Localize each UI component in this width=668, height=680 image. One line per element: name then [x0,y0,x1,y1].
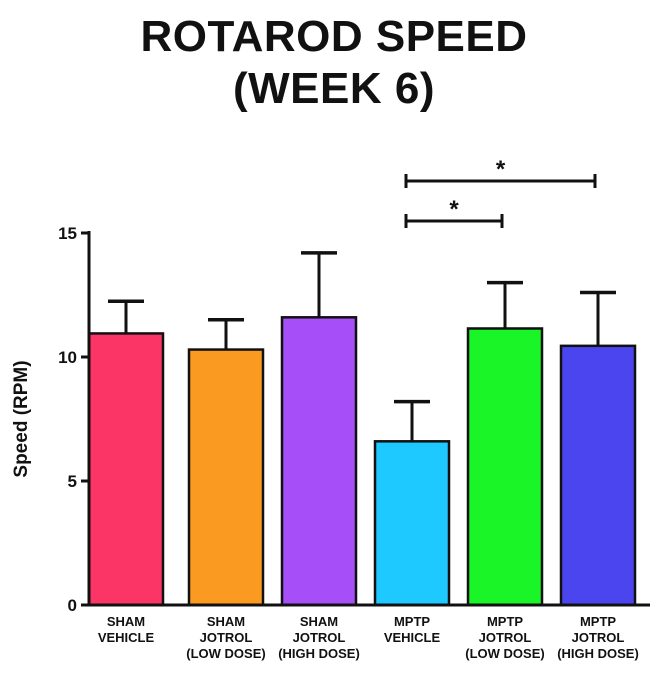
bar-4 [466,327,544,607]
bar-1 [187,348,265,607]
significance-star-1: * [496,156,506,183]
y-tick-label-0: 0 [68,596,77,615]
y-axis-title: Speed (RPM) [11,360,32,477]
bar-0 [87,332,165,607]
x-category-label-4: MPTP JOTROL (LOW DOSE) [465,614,544,661]
chart-title-line-1: ROTAROD SPEED [140,12,528,61]
x-category-label-1: SHAM JOTROL (LOW DOSE) [186,614,265,661]
bar-2 [280,316,358,607]
x-category-label-0: SHAM VEHICLE [98,614,155,645]
bar-5 [559,344,637,607]
y-tick-label-3: 15 [58,224,77,243]
x-category-label-3: MPTP VEHICLE [384,614,441,645]
bar-3 [373,440,451,607]
x-category-label-5: MPTP JOTROL (HIGH DOSE) [557,614,639,661]
y-tick-label-2: 10 [58,348,77,367]
chart-title-line-2: (WEEK 6) [233,64,435,113]
y-tick-label-1: 5 [68,472,77,491]
significance-star-0: * [449,196,459,223]
x-category-label-2: SHAM JOTROL (HIGH DOSE) [278,614,360,661]
